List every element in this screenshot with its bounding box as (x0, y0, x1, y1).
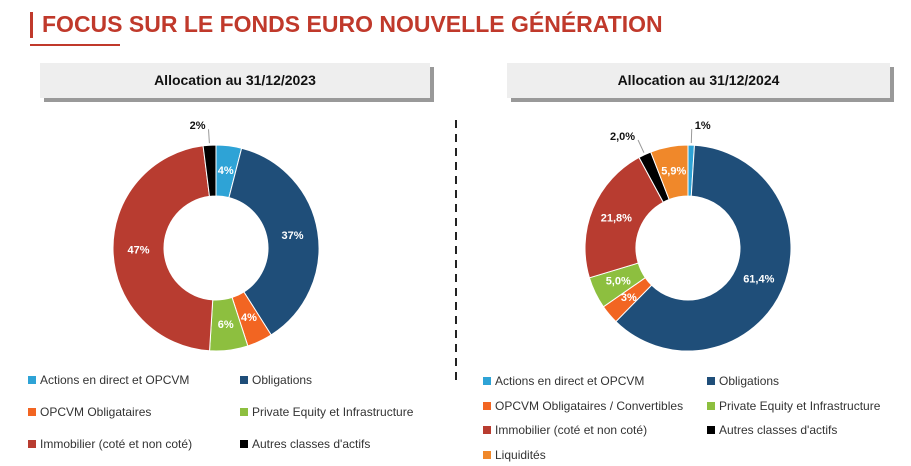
legend-label: Private Equity et Infrastructure (252, 405, 414, 419)
legend-label: OPCVM Obligataires (40, 405, 151, 419)
legend-label: Autres classes d'actifs (719, 423, 837, 437)
legend-swatch (483, 377, 491, 385)
header-box (40, 63, 430, 98)
donut-slice (202, 144, 217, 197)
donut-slice (584, 156, 664, 279)
data-label: 4% (218, 165, 234, 177)
legend-swatch (240, 408, 248, 416)
legend-swatch (28, 376, 36, 384)
donut-slice (650, 144, 689, 201)
data-label: 2% (190, 120, 206, 132)
data-label: 6% (218, 319, 234, 331)
data-label: 2,0% (610, 131, 635, 143)
data-label: 47% (128, 244, 150, 256)
data-label: 1% (695, 120, 711, 132)
legend-label: Private Equity et Infrastructure (719, 399, 881, 413)
legend-label: Actions en direct et OPCVM (40, 373, 189, 387)
chart-title: Allocation au 31/12/2023 (154, 72, 316, 88)
data-label: 37% (282, 230, 304, 242)
legend-label: Obligations (719, 374, 779, 388)
donut-slice (615, 144, 792, 352)
legend-swatch (240, 376, 248, 384)
data-label: 21,8% (601, 212, 632, 224)
leader-line (208, 129, 210, 144)
header-box (507, 63, 890, 98)
donut-slice (228, 147, 320, 336)
leader-line (637, 139, 645, 153)
title-bar (30, 12, 33, 38)
legend-swatch (483, 402, 491, 410)
data-label: 4% (241, 312, 257, 324)
legend-swatch (483, 451, 491, 459)
page-title: FOCUS SUR LE FONDS EURO NOUVELLE GÉNÉRAT… (42, 10, 663, 37)
legend-label: OPCVM Obligataires / Convertibles (495, 399, 683, 413)
donut-slice (112, 145, 214, 352)
chart-title: Allocation au 31/12/2024 (618, 72, 780, 88)
data-label: 5,0% (606, 276, 631, 288)
legend-swatch (28, 408, 36, 416)
data-label: 3% (621, 292, 637, 304)
legend-swatch (240, 440, 248, 448)
legend-label: Obligations (252, 373, 312, 387)
legend-swatch (28, 440, 36, 448)
legend-label: Immobilier (coté et non coté) (40, 437, 192, 451)
legend-label: Actions en direct et OPCVM (495, 374, 644, 388)
legend-label: Liquidités (495, 448, 546, 462)
legend-label: Immobilier (coté et non coté) (495, 423, 647, 437)
legend-swatch (707, 426, 715, 434)
legend-swatch (483, 426, 491, 434)
legend-swatch (707, 377, 715, 385)
data-label: 61,4% (743, 273, 774, 285)
legend-label: Autres classes d'actifs (252, 437, 370, 451)
legend-swatch (707, 402, 715, 410)
data-label: 5,9% (661, 166, 686, 178)
